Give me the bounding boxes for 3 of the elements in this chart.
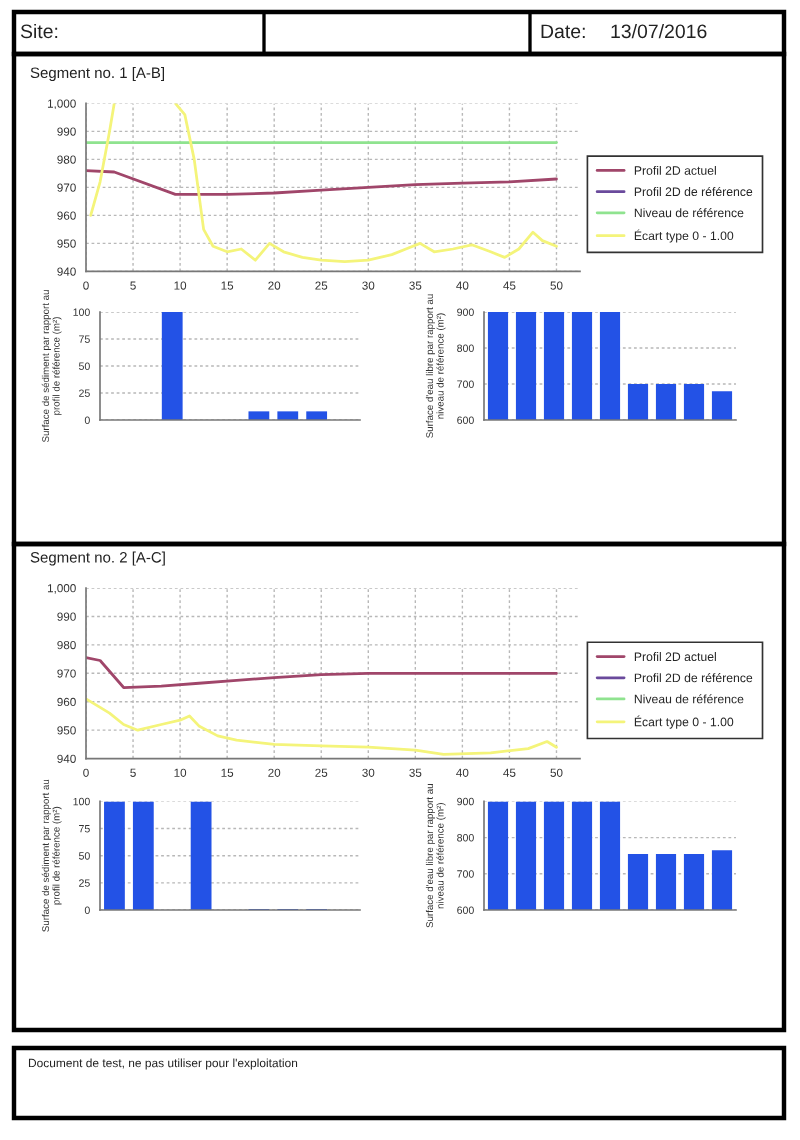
text: 13/07/2016 bbox=[611, 23, 707, 39]
text: Site: bbox=[20, 23, 58, 39]
text: Date: bbox=[541, 24, 585, 39]
